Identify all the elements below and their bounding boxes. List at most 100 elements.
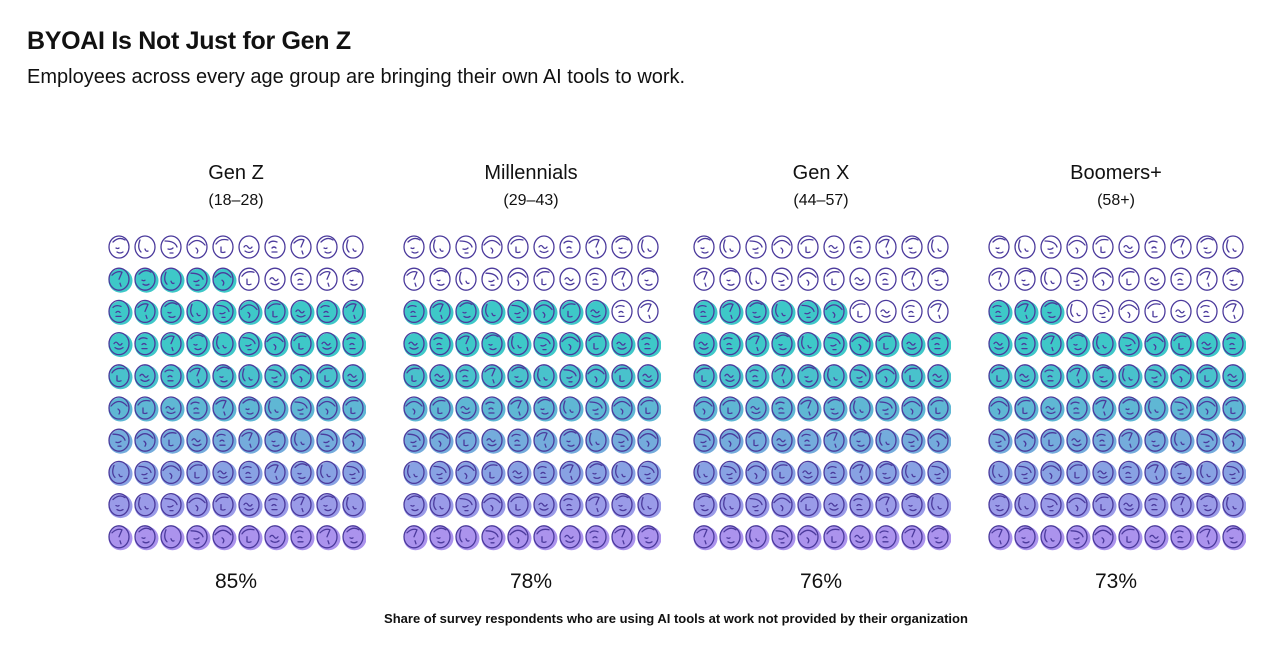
- face-icon-filled: [611, 525, 636, 551]
- face-icon-empty: [1144, 235, 1166, 259]
- face-icon-empty: [290, 235, 312, 259]
- face-icon-empty: [316, 235, 338, 259]
- face-icon-empty: [901, 299, 923, 324]
- face-icon-empty: [849, 267, 871, 291]
- face-icon-empty: [823, 267, 845, 291]
- face-icon-empty: [455, 235, 477, 259]
- face-icon-empty: [533, 267, 555, 291]
- face-icon-filled: [1014, 525, 1039, 551]
- face-icon-filled: [611, 428, 636, 454]
- face-icon-filled: [875, 331, 900, 358]
- face-icon-filled: [160, 331, 185, 358]
- face-icon-filled: [875, 492, 900, 519]
- face-icon-filled: [988, 331, 1013, 358]
- face-icon-filled: [533, 396, 558, 422]
- face-icon-filled: [1144, 364, 1169, 390]
- face-icon-empty: [611, 299, 633, 324]
- percent-label: 78%: [509, 570, 553, 593]
- face-icon-filled: [849, 492, 874, 519]
- face-icon-filled: [290, 492, 315, 519]
- face-icon-filled: [264, 428, 289, 454]
- face-icon-empty: [988, 235, 1010, 259]
- face-icon-filled: [988, 492, 1013, 519]
- face-icon-filled: [290, 331, 315, 358]
- face-icon-filled: [901, 525, 926, 551]
- face-icon-filled: [849, 428, 874, 454]
- face-icon-filled: [342, 492, 366, 519]
- face-icon-filled: [1014, 428, 1039, 454]
- face-icon-filled: [1040, 492, 1065, 519]
- face-icon-empty: [342, 267, 364, 291]
- face-icon-filled: [1040, 299, 1065, 325]
- face-icon-empty: [290, 267, 312, 291]
- face-icon-filled: [559, 492, 584, 519]
- face-icon-filled: [797, 460, 822, 486]
- face-icon-filled: [719, 331, 744, 358]
- face-icon-filled: [988, 396, 1013, 422]
- face-icon-filled: [342, 428, 366, 454]
- face-icon-filled: [823, 364, 848, 390]
- face-icon-filled: [559, 525, 584, 551]
- face-icon-filled: [238, 364, 263, 390]
- face-icon-filled: [988, 525, 1013, 551]
- face-icon-filled: [1196, 331, 1221, 358]
- face-icon-filled: [637, 331, 661, 358]
- face-icon-filled: [186, 428, 211, 454]
- face-icon-filled: [1144, 460, 1169, 486]
- face-icon-filled: [988, 364, 1013, 390]
- chart-subtitle: Employees across every age group are bri…: [27, 66, 686, 88]
- face-icon-empty: [901, 235, 923, 259]
- face-icon-filled: [455, 525, 480, 551]
- face-icon-filled: [927, 331, 951, 358]
- face-icon-filled: [719, 460, 744, 486]
- face-icon-filled: [290, 428, 315, 454]
- face-grid: [988, 235, 1246, 551]
- face-icon-filled: [1170, 331, 1195, 358]
- face-icon-filled: [186, 364, 211, 390]
- face-icon-filled: [316, 428, 341, 454]
- face-icon-filled: [1118, 396, 1143, 422]
- panel-title: Gen Z: [208, 162, 264, 184]
- face-icon-empty: [507, 235, 529, 259]
- face-icon-filled: [771, 460, 796, 486]
- face-icon-empty: [1014, 235, 1036, 259]
- face-grid: [403, 235, 661, 551]
- face-icon-empty: [1196, 299, 1218, 324]
- face-icon-filled: [507, 492, 532, 519]
- face-icon-filled: [719, 428, 744, 454]
- face-icon-filled: [637, 492, 661, 519]
- face-icon-filled: [585, 396, 610, 422]
- face-icon-empty: [507, 267, 529, 291]
- face-icon-filled: [797, 331, 822, 358]
- face-icon-filled: [1092, 460, 1117, 486]
- face-icon-empty: [264, 267, 286, 291]
- face-icon-filled: [1170, 525, 1195, 551]
- face-icon-filled: [719, 299, 744, 325]
- face-icon-filled: [507, 364, 532, 390]
- face-icon-filled: [559, 364, 584, 390]
- face-icon-filled: [559, 396, 584, 422]
- face-icon-filled: [160, 396, 185, 422]
- face-icon-filled: [1144, 331, 1169, 358]
- face-icon-filled: [745, 396, 770, 422]
- face-icon-empty: [875, 267, 897, 291]
- face-icon-filled: [533, 428, 558, 454]
- face-icon-filled: [693, 331, 718, 358]
- face-icon-filled: [533, 331, 558, 358]
- face-icon-filled: [212, 364, 237, 390]
- face-icon-filled: [160, 267, 185, 293]
- face-icon-filled: [316, 492, 341, 519]
- face-icon-filled: [693, 460, 718, 486]
- face-icon-filled: [160, 299, 185, 325]
- face-icon-filled: [823, 331, 848, 358]
- face-icon-filled: [342, 299, 366, 325]
- face-icon-filled: [403, 331, 428, 358]
- face-icon-empty: [875, 299, 897, 324]
- face-icon-filled: [823, 428, 848, 454]
- face-icon-filled: [507, 299, 532, 325]
- face-icon-filled: [533, 525, 558, 551]
- face-icon-empty: [745, 235, 767, 259]
- face-icon-filled: [238, 525, 263, 551]
- face-icon-filled: [611, 460, 636, 486]
- panel-age-range: (29–43): [503, 192, 559, 209]
